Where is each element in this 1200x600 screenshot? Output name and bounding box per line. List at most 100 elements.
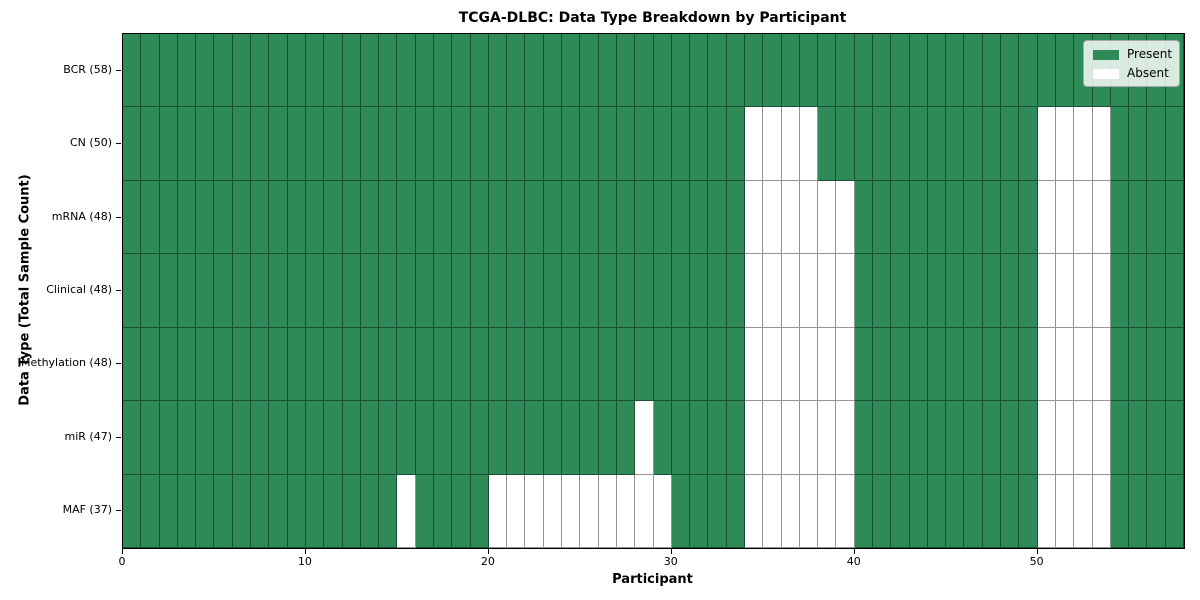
heatmap-cell [671,107,691,181]
heatmap-cell [507,107,526,181]
heatmap-cell [726,254,745,328]
heatmap-cell [141,254,160,328]
heatmap-cell [287,474,306,548]
heatmap-cell [982,327,1002,402]
heatmap-cell [1074,180,1093,255]
heatmap-cell [909,254,928,328]
heatmap-cell [470,180,489,255]
heatmap-cell [159,327,178,402]
heatmap-cell [470,474,489,548]
heatmap-cell [927,401,947,475]
heatmap-cell [854,34,874,108]
heatmap-cell [232,327,252,402]
heatmap-cell [562,180,581,255]
heatmap-cell [360,254,380,328]
heatmap-cell [1147,107,1166,181]
heatmap-cell [708,34,727,108]
heatmap-cell [635,401,654,475]
heatmap-cell [1001,474,1020,548]
heatmap-cell [269,474,288,548]
heatmap-cell [671,180,691,255]
heatmap-cell [433,327,453,402]
heatmap-cell [818,180,837,255]
heatmap-cell [671,327,691,402]
heatmap-cell [1074,401,1093,475]
heatmap-cell [781,180,800,255]
heatmap-cell [397,401,416,475]
heatmap-cell [123,327,142,402]
heatmap-cell [763,107,782,181]
heatmap-cell [653,34,672,108]
heatmap-cell [653,254,672,328]
heatmap-cell [854,180,874,255]
heatmap-cell [562,107,581,181]
heatmap-cell [635,107,654,181]
heatmap-cell [726,327,745,402]
heatmap-cell [507,180,526,255]
heatmap-cell [927,474,947,548]
heatmap-cell [781,327,800,402]
heatmap-cell [488,107,508,181]
heatmap-cell [873,34,892,108]
heatmap-cell [507,34,526,108]
heatmap-cell [543,401,563,475]
heatmap-cell [1129,107,1148,181]
heatmap-cell [653,474,672,548]
heatmap-cell [1055,34,1075,108]
heatmap-cell [909,401,928,475]
heatmap-cell [580,180,599,255]
heatmap-cell [196,180,215,255]
heatmap-cell [214,401,233,475]
heatmap-cell [123,34,142,108]
heatmap-cell [305,107,325,181]
heatmap-cell [1074,254,1093,328]
heatmap-cell [799,401,819,475]
heatmap-cell [1110,401,1130,475]
heatmap-cell [891,34,910,108]
heatmap-cell [433,107,453,181]
legend-label-present: Present [1127,47,1173,61]
heatmap-cell [123,474,142,548]
heatmap-cell [251,474,270,548]
heatmap-cell [342,254,361,328]
heatmap-cell [964,327,983,402]
heatmap-cell [1129,180,1148,255]
heatmap-cell [379,327,398,402]
heatmap-cell [562,401,581,475]
heatmap-cell [799,327,819,402]
heatmap-cell [873,254,892,328]
heatmap-cell [873,401,892,475]
heatmap-cell [635,474,654,548]
heatmap-cell [141,401,160,475]
heatmap-cell [342,34,361,108]
heatmap-cell [1019,254,1038,328]
heatmap-cell [1001,107,1020,181]
heatmap-cell [1129,254,1148,328]
heatmap-cell [305,327,325,402]
heatmap-cell [1092,401,1111,475]
heatmap-cell [598,107,617,181]
heatmap-cell [726,180,745,255]
heatmap-cell [543,180,563,255]
heatmap-cell [1037,180,1056,255]
heatmap-cell [470,327,489,402]
heatmap-cell [1019,180,1038,255]
heatmap-cell [525,474,544,548]
heatmap-cell [616,180,636,255]
heatmap-cell [360,180,380,255]
heatmap-cell [397,474,416,548]
heatmap-cell [964,107,983,181]
heatmap-cell [708,254,727,328]
heatmap-cell [1001,254,1020,328]
heatmap-cell [1019,401,1038,475]
heatmap-cell [360,327,380,402]
x-tick-mark [670,548,672,554]
heatmap-cell [342,107,361,181]
heatmap-cell [1092,474,1111,548]
heatmap-cell [397,327,416,402]
heatmap-cell [251,401,270,475]
heatmap-cell [415,254,434,328]
heatmap-cell [1037,401,1056,475]
heatmap-cell [690,254,709,328]
heatmap-cell [982,34,1002,108]
